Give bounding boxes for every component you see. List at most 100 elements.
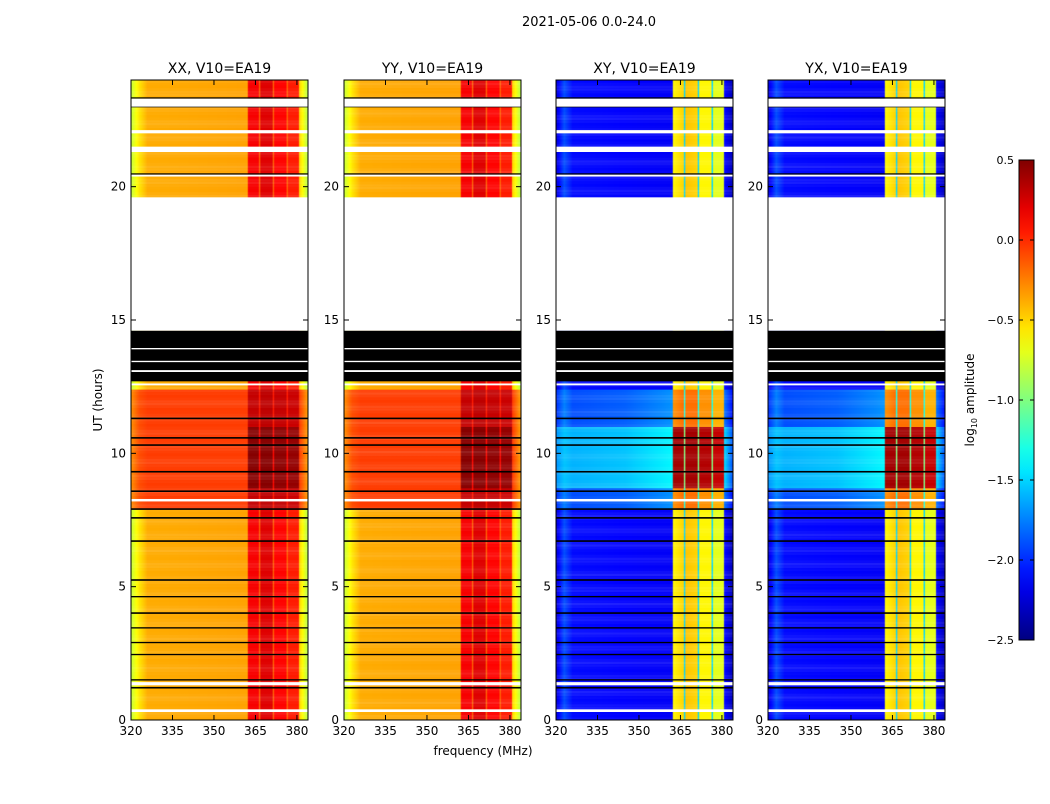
heatmap-row [131,634,308,638]
heatmap-row [768,554,945,558]
heatmap-row [556,490,733,494]
heatmap-row [556,109,733,113]
heatmap-row [768,114,945,118]
data-gap [768,360,945,363]
heatmap-row [556,181,733,185]
heatmap-row [131,608,308,611]
heatmap-row [556,85,733,89]
heatmap-row [131,696,308,699]
y-tick-label: 20 [748,180,763,194]
x-tick-label: 380 [922,724,945,738]
flagged-band [344,437,521,439]
heatmap-row [768,557,945,561]
heatmap-row [344,554,521,558]
heatmap-row [344,85,521,89]
heatmap-row [131,613,308,617]
heatmap-row [131,397,308,401]
heatmap-row [556,541,733,545]
heatmap-row [131,698,308,702]
flagged-band [768,508,945,510]
heatmap-row [768,552,945,555]
heatmap-row [344,120,521,123]
heatmap-row [768,458,945,462]
heatmap-row [556,82,733,86]
heatmap-row [768,530,945,534]
heatmap-row [344,685,521,689]
heatmap-row [768,525,945,529]
heatmap-row [768,546,945,550]
heatmap-row [768,106,945,110]
flagged-band [768,641,945,644]
data-gap [344,197,521,331]
heatmap-row [131,648,308,651]
heatmap-row [131,392,308,395]
heatmap-row [768,586,945,590]
flagged-band [556,444,733,446]
heatmap-row [556,138,733,142]
heatmap-row [131,600,308,603]
heatmap-row [344,565,521,569]
heatmap-row [556,458,733,462]
heatmap-row [768,512,945,515]
heatmap-row [131,437,308,441]
heatmap-row [344,456,521,459]
heatmap-row [344,688,521,691]
heatmap-row [131,650,308,654]
heatmap-row [344,184,521,187]
heatmap-row [131,485,308,489]
heatmap-row [344,400,521,403]
heatmap-row [131,621,308,625]
heatmap-row [344,528,521,531]
heatmap-row [768,421,945,425]
heatmap-row [344,693,521,697]
heatmap-row [556,456,733,459]
flagged-band [768,653,945,656]
heatmap-row [131,408,308,411]
heatmap-row [344,570,521,574]
flagged-band [768,490,945,492]
flagged-band [768,470,945,473]
heatmap-row [556,474,733,478]
heatmap-row [556,448,733,451]
heatmap-row [556,453,733,457]
data-gap [556,499,733,502]
heatmap-row [131,120,308,123]
x-tick-label: 335 [374,724,397,738]
heatmap-row [768,141,945,145]
heatmap-row [344,178,521,182]
heatmap-row [768,168,945,171]
heatmap-row [344,624,521,627]
heatmap-row [768,416,945,419]
heatmap-row [344,432,521,435]
heatmap-row [556,93,733,97]
heatmap-row [131,592,308,595]
colorbar-label-rest: amplitude [963,354,977,418]
heatmap-row [556,128,733,131]
heatmap-row [556,632,733,635]
heatmap-row [131,642,308,646]
data-gap [556,98,733,107]
heatmap-row [131,554,308,558]
heatmap-row [131,400,308,403]
heatmap-row [768,688,945,691]
heatmap-row [556,717,733,721]
flagged-band [131,540,308,542]
axes-frame [555,79,734,721]
flagged-band [556,173,733,175]
heatmap-row [768,410,945,414]
heatmap-row [344,706,521,710]
heatmap-row [344,589,521,593]
heatmap-row [556,408,733,411]
heatmap-row [556,597,733,601]
heatmap-row [768,437,945,441]
data-gap [768,98,945,107]
heatmap-row [768,117,945,121]
heatmap-row [131,618,308,622]
heatmap-row [131,546,308,550]
heatmap-row [556,704,733,707]
heatmap-row [556,176,733,179]
heatmap-row [556,432,733,435]
flagged-band [556,627,733,629]
heatmap-row [768,680,945,683]
data-gap [768,197,945,331]
